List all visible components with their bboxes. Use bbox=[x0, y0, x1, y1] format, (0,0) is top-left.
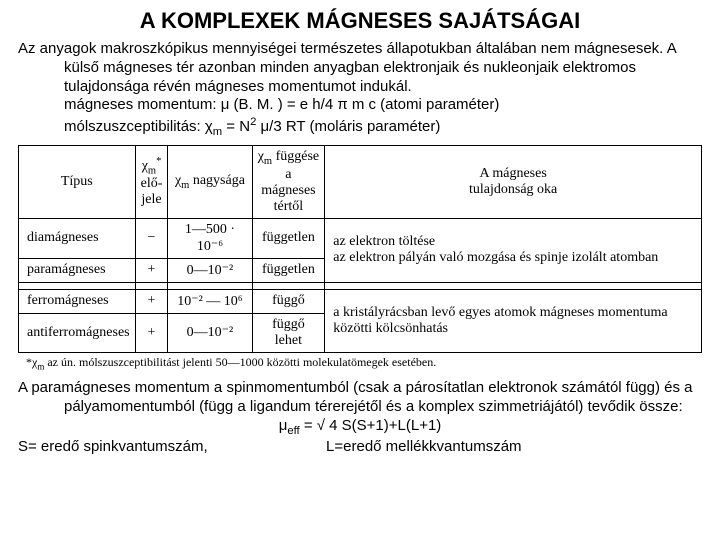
cell-dep: független bbox=[252, 258, 325, 282]
outro-legend: S= eredő spinkvantumszám, L=eredő mellék… bbox=[18, 438, 702, 457]
intro-eq-moment: mágneses momentum: μ (B. M. ) = e h/4 π … bbox=[18, 96, 702, 115]
dep-text3: tértől bbox=[274, 199, 304, 214]
intro-eq-suscept: mólszuszceptibilitás: χm = N2 μ/3 RT (mo… bbox=[18, 115, 702, 139]
cause-para: az elektron pályán való mozgása és spinj… bbox=[333, 250, 658, 265]
cell-mag: 0—10⁻² bbox=[168, 313, 252, 352]
cell-dep: függő lehet bbox=[252, 313, 325, 352]
cell-cause: a kristályrácsban levő egyes atomok mágn… bbox=[325, 289, 702, 352]
suscept-text-b: = N bbox=[222, 118, 250, 135]
dep-text1: függése bbox=[272, 149, 319, 164]
legend-l: L=eredő mellékkvantumszám bbox=[326, 438, 522, 455]
cell-type: paramágneses bbox=[19, 258, 136, 282]
chi-sub-m: m bbox=[213, 126, 222, 138]
cell-mag: 10⁻² — 10⁶ bbox=[168, 289, 252, 313]
cause-dia: az elektron töltése bbox=[333, 234, 435, 249]
cell-type: ferromágneses bbox=[19, 289, 136, 313]
cell-dep: függő bbox=[252, 289, 325, 313]
outro-paragraph: A paramágneses momentum a spinmomentumbó… bbox=[18, 379, 702, 417]
sign-line2: elő- bbox=[141, 176, 163, 191]
cell-sign: + bbox=[135, 313, 168, 352]
table-header-row: Típus χm* elő- jele χm nagysága χm függé… bbox=[19, 146, 702, 219]
table-spacer bbox=[19, 282, 702, 289]
cell-sign: + bbox=[135, 289, 168, 313]
eq-rest: = √ 4 S(S+1)+L(L+1) bbox=[300, 417, 442, 434]
cell-mag: 1—500 · 10⁻⁶ bbox=[168, 218, 252, 258]
th-sign: χm* elő- jele bbox=[135, 146, 168, 219]
fn-b: az ún. mólszuszceptibilitást jelenti 50—… bbox=[44, 355, 436, 369]
mag-text: nagysága bbox=[189, 173, 245, 188]
cell-mag: 0—10⁻² bbox=[168, 258, 252, 282]
th-dependence: χm függése a mágneses tértől bbox=[252, 146, 325, 219]
magnetism-table: Típus χm* elő- jele χm nagysága χm függé… bbox=[18, 145, 702, 353]
page-title: A KOMPLEXEK MÁGNESES SAJÁTSÁGAI bbox=[18, 8, 702, 34]
cell-type: antiferromágneses bbox=[19, 313, 136, 352]
suscept-text-c: μ/3 RT (moláris paraméter) bbox=[256, 118, 440, 135]
th-type: Típus bbox=[19, 146, 136, 219]
th-magnitude: χm nagysága bbox=[168, 146, 252, 219]
th-cause: A mágneses tulajdonság oka bbox=[325, 146, 702, 219]
cell-cause: az elektron töltése az elektron pályán v… bbox=[325, 218, 702, 282]
chi-sub: m bbox=[148, 165, 156, 176]
table-footnote: *χm az ún. mólszuszceptibilitást jelenti… bbox=[26, 355, 702, 371]
sign-line3: jele bbox=[141, 192, 161, 207]
outro-equation: μeff = √ 4 S(S+1)+L(L+1) bbox=[18, 417, 702, 438]
cause-line1: A mágneses bbox=[480, 166, 547, 181]
table-row: ferromágneses + 10⁻² — 10⁶ függő a krist… bbox=[19, 289, 702, 313]
cause-line2: tulajdonság oka bbox=[469, 182, 557, 197]
dep-chi-sub: m bbox=[264, 156, 272, 167]
dep-text2: a mágneses bbox=[261, 167, 315, 198]
table-row: diamágneses − 1—500 · 10⁻⁶ független az … bbox=[19, 218, 702, 258]
chi-star: * bbox=[156, 156, 161, 167]
cell-dep: független bbox=[252, 218, 325, 258]
suscept-text-a: mólszuszceptibilitás: χ bbox=[64, 118, 213, 135]
legend-s: S= eredő spinkvantumszám, bbox=[18, 438, 208, 455]
cell-sign: − bbox=[135, 218, 168, 258]
intro-paragraph: Az anyagok makroszkópikus mennyiségei te… bbox=[18, 40, 702, 96]
cell-type: diamágneses bbox=[19, 218, 136, 258]
mu-eff-sub: eff bbox=[287, 425, 299, 437]
fn-a: *χ bbox=[26, 355, 37, 369]
cell-sign: + bbox=[135, 258, 168, 282]
